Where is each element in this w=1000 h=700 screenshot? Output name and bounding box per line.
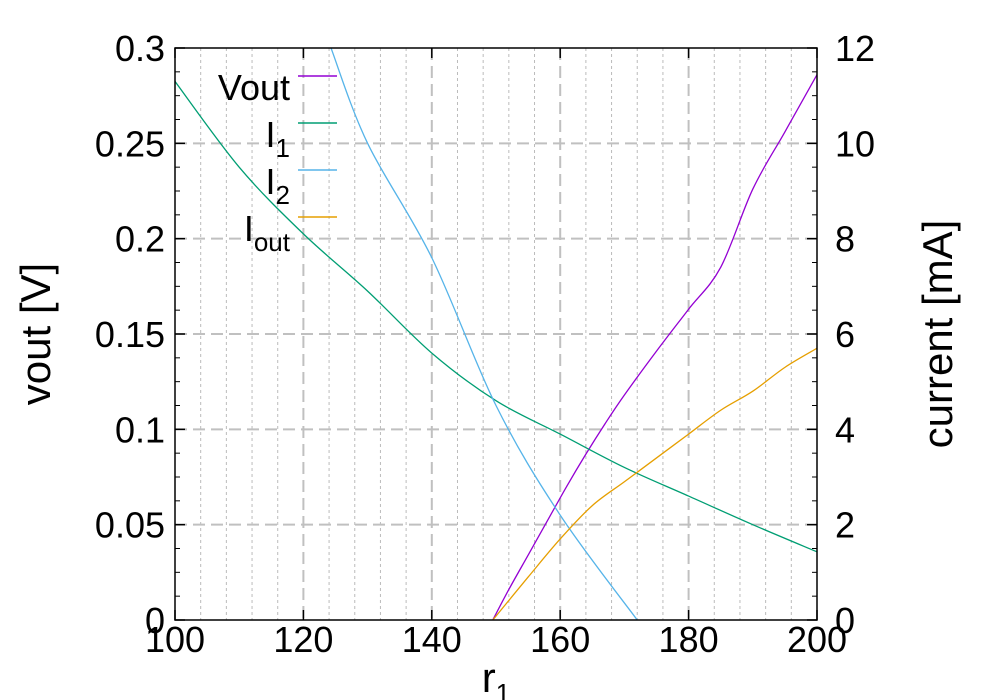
- y-tick-label: 0.15: [95, 314, 165, 355]
- y-tick-label: 0.3: [115, 28, 165, 69]
- x-tick-labels: 100 120 140 160 180 200: [145, 619, 847, 660]
- x-axis-title: r1: [482, 654, 510, 700]
- y2-tick-label: 6: [835, 314, 855, 355]
- series-layer: [175, 48, 817, 620]
- y2-tick-label: 10: [835, 123, 875, 164]
- series-line-i2: [330, 48, 638, 620]
- x-tick-label: 140: [402, 619, 462, 660]
- y2-tick-label: 2: [835, 505, 855, 546]
- y2-axis-title: current [mA]: [914, 220, 961, 449]
- y-tick-labels: 0 0.05 0.1 0.15 0.2 0.25 0.3: [95, 28, 165, 641]
- series-line-i1: [175, 80, 817, 553]
- y-tick-label: 0: [145, 600, 165, 641]
- x-tick-label: 200: [787, 619, 847, 660]
- legend-label-vout: Vout: [218, 67, 290, 108]
- x-tick-label: 120: [273, 619, 333, 660]
- y2-tick-label: 12: [835, 28, 875, 69]
- y-tick-label: 0.25: [95, 123, 165, 164]
- series-line-iout: [492, 347, 817, 620]
- legend-label-i2: I2: [266, 161, 290, 210]
- y2-tick-label: 8: [835, 219, 855, 260]
- x-tick-label: 160: [530, 619, 590, 660]
- y2-tick-label: 4: [835, 409, 855, 450]
- tick-marks: [174, 47, 818, 621]
- y-tick-label: 0.05: [95, 505, 165, 546]
- x-tick-label: 180: [659, 619, 719, 660]
- legend-label-i1: I1: [266, 114, 290, 163]
- major-grid: [175, 48, 817, 620]
- x-tick-label: 100: [145, 619, 205, 660]
- y-tick-label: 0.1: [115, 409, 165, 450]
- y-tick-label: 0.2: [115, 219, 165, 260]
- series-line-vout: [492, 74, 817, 620]
- y2-tick-labels: 0 2 4 6 8 10 12: [835, 28, 875, 641]
- legend-label-iout: Iout: [244, 208, 291, 257]
- y-axis-title: vout [V]: [12, 263, 59, 405]
- y2-tick-label: 0: [835, 600, 855, 641]
